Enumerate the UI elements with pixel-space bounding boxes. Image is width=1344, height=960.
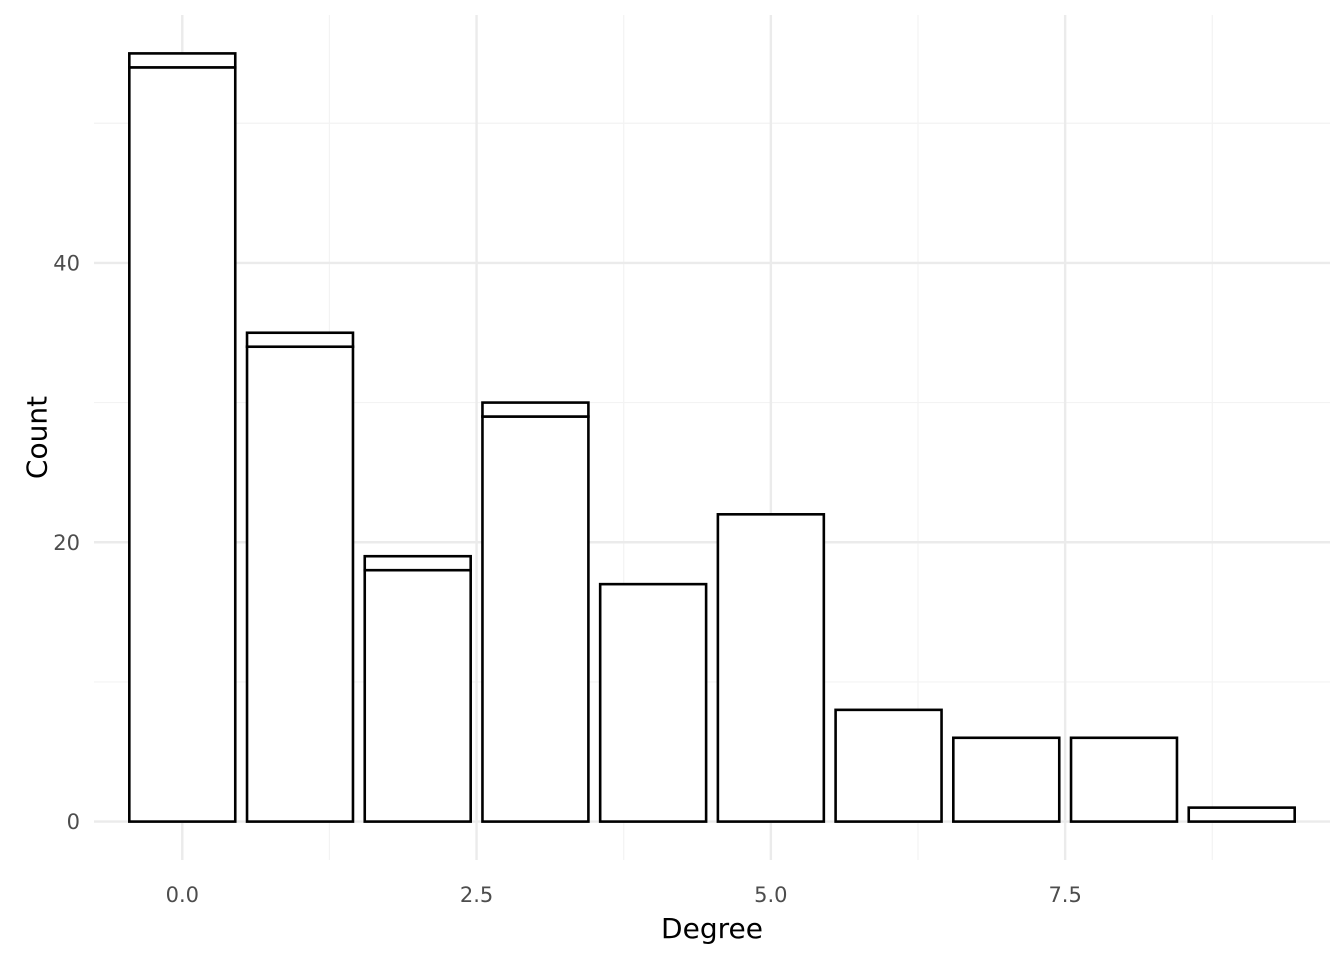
y-tick-label: 40 — [53, 251, 80, 275]
bar-segment — [128, 52, 237, 69]
y-tick-label: 0 — [67, 810, 80, 834]
x-tick-label: 0.0 — [166, 883, 199, 907]
x-axis-title: Degree — [661, 912, 763, 945]
x-tick-label: 5.0 — [754, 883, 787, 907]
bar-segment — [481, 401, 590, 418]
bar-segment — [481, 415, 590, 823]
bar-segment — [363, 568, 472, 823]
y-axis-title: Count — [21, 396, 54, 479]
bar-segment — [363, 554, 472, 572]
tick-labels: 0.0 2.5 5.0 7.5 0 20 40 — [53, 251, 1082, 907]
bar-segment — [245, 331, 355, 349]
bars — [128, 52, 1296, 823]
bar-segment — [245, 345, 355, 823]
y-tick-label: 20 — [53, 531, 80, 555]
bar-segment — [716, 513, 826, 823]
bar-segment — [1187, 806, 1296, 823]
x-tick-label: 7.5 — [1048, 883, 1081, 907]
bar-segment — [128, 66, 237, 823]
bar-segment — [834, 708, 943, 823]
bar-segment — [1069, 736, 1179, 823]
bar-segment — [598, 582, 708, 823]
x-tick-label: 2.5 — [460, 883, 493, 907]
bar-segment — [952, 736, 1061, 823]
